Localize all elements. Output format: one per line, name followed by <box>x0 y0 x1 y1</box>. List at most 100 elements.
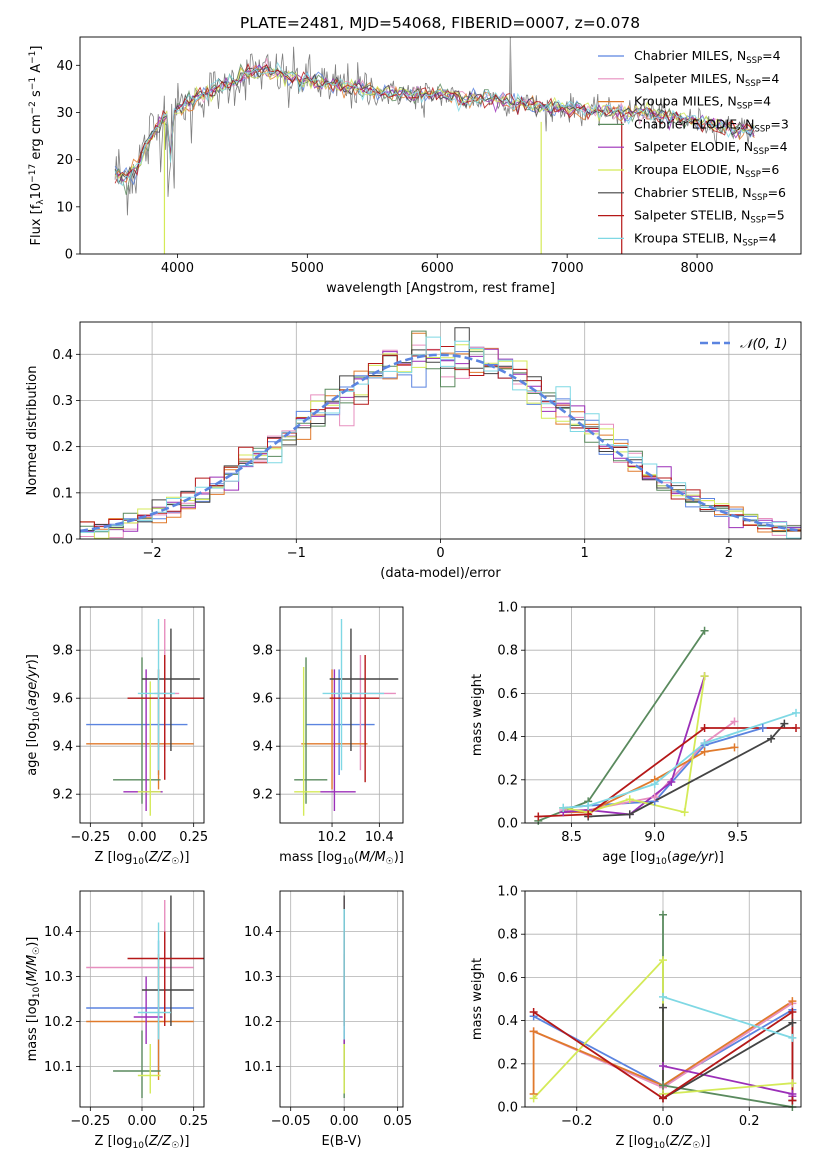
weight-marker <box>659 1061 667 1070</box>
weight-marker <box>529 1027 538 1036</box>
weight-marker <box>625 795 634 804</box>
weight-marker <box>559 803 568 812</box>
y-tick-label: 0.0 <box>497 817 518 832</box>
weight-marker <box>650 793 659 802</box>
residuals-panel: −2 −1 0 1 2 0.0 0.1 0.2 0.3 0.4 (data-model)/error… <box>25 321 802 581</box>
legend-label: 𝒩(0, 1) <box>740 337 787 352</box>
weight-marker <box>788 1033 797 1042</box>
weight-marker <box>529 1007 538 1016</box>
weight-marker <box>700 723 709 732</box>
weight-series-line <box>662 914 793 1107</box>
weight-marker <box>659 1003 667 1012</box>
weight-marker <box>584 801 593 810</box>
axes-frame <box>79 606 205 824</box>
y-tick-label: 10.2 <box>44 1015 73 1030</box>
x-tick-label: −1 <box>287 546 306 561</box>
spectrum-legend: Chabrier MILES, NSSP=4 Salpeter MILES, NS… <box>598 48 789 248</box>
y-tick-label: 0.2 <box>52 440 73 455</box>
y-axis-label: mass weight <box>470 674 485 756</box>
weight-marker <box>659 910 667 919</box>
weight-marker <box>700 739 709 748</box>
weight-marker <box>788 997 797 1006</box>
x-tick-label: 0.25 <box>179 1114 208 1129</box>
model-spectrum-line <box>114 63 755 185</box>
legend-label: Salpeter ELODIE, NSSP=4 <box>634 139 788 157</box>
weight-marker <box>788 1079 797 1088</box>
weight-marker <box>534 812 543 821</box>
weight-marker <box>529 1094 538 1103</box>
y-tick-label: 10.1 <box>244 1060 273 1075</box>
y-tick-label: 9.8 <box>252 644 273 659</box>
weight-series-line <box>533 1010 794 1101</box>
y-tick-label: 9.4 <box>252 740 273 755</box>
z-mass-panel: −0.25 0.00 0.25 10.1 10.2 10.3 10.4 Z [log10(Z/… <box>25 890 208 1151</box>
x-tick-label: 0.00 <box>330 1114 359 1129</box>
y-tick-label: 10.1 <box>44 1060 73 1075</box>
x-axis-label: Z [log10(Z/Z☉)] <box>616 1134 711 1151</box>
z-age-panel: −0.25 0.00 0.25 9.2 9.4 9.6 9.8 Z [log10(Z/Z☉)]… <box>25 606 208 867</box>
weight-marker <box>788 1096 797 1105</box>
y-tick-label: 10.4 <box>44 925 73 940</box>
plot-area <box>114 37 755 254</box>
weight-marker <box>767 734 776 743</box>
x-axis-label: E(B-V) <box>321 1134 361 1149</box>
axes-frame <box>279 606 404 824</box>
y-tick-label: 0.6 <box>497 971 518 986</box>
y-axis-label: Flux [fλ10−17 erg cm−2 s−1 A−1] <box>28 46 46 246</box>
weight-marker <box>788 1018 797 1027</box>
y-tick-label: 9.8 <box>52 644 73 659</box>
x-tick-label: 6000 <box>421 261 454 276</box>
y-tick-label: 0.1 <box>52 486 73 501</box>
x-tick-label: −0.25 <box>70 830 110 845</box>
weight-marker <box>650 780 659 789</box>
z-weight-panel: −0.2 0.0 0.2 0.0 0.2 0.4 0.6 0.8 1.0 Z [log10(Z/Z… <box>470 885 802 1151</box>
y-tick-label: 1.0 <box>497 601 518 616</box>
spectrum-panel: 4000 5000 6000 7000 8000 0 10 20 30 40 wavelength … <box>28 36 802 296</box>
legend-label: Salpeter STELIB, NSSP=5 <box>634 208 785 226</box>
plot-area <box>537 630 797 822</box>
y-axis-label: mass weight <box>470 958 485 1040</box>
weight-marker <box>780 719 789 728</box>
x-tick-label: 0 <box>436 546 444 561</box>
y-axis-label: mass [log10(M/M☉)] <box>25 937 42 1062</box>
x-tick-label: 0.2 <box>739 1114 760 1129</box>
weight-marker <box>584 810 593 819</box>
y-tick-label: 10 <box>56 200 73 215</box>
x-tick-label: −0.25 <box>70 1114 110 1129</box>
y-tick-label: 9.6 <box>52 692 73 707</box>
x-tick-label: 10.4 <box>365 830 394 845</box>
x-tick-label: 9.5 <box>727 830 748 845</box>
x-tick-label: 10.2 <box>318 830 347 845</box>
x-tick-label: 2 <box>725 546 733 561</box>
y-tick-label: 0.2 <box>497 773 518 788</box>
weight-marker <box>659 1094 667 1103</box>
plot-area <box>86 895 204 1098</box>
axes-frame <box>279 890 404 1108</box>
y-tick-label: 0 <box>65 248 73 263</box>
weight-series-line <box>532 1000 793 1094</box>
x-tick-label: 4000 <box>161 261 194 276</box>
weight-series-line <box>662 995 793 1039</box>
weight-series-line <box>537 630 706 822</box>
x-axis-label: (data-model)/error <box>380 566 501 581</box>
weight-marker <box>700 747 709 756</box>
x-tick-label: 7000 <box>551 261 584 276</box>
legend-label: Chabrier STELIB, NSSP=6 <box>634 185 786 203</box>
weight-series-line <box>588 723 786 818</box>
x-tick-label: 0.00 <box>128 1114 157 1129</box>
y-tick-label: 20 <box>56 153 73 168</box>
y-tick-label: 0.0 <box>52 533 73 548</box>
ebv-mass-panel: −0.05 0.00 0.05 10.1 10.2 10.3 10.4 E(B-V) <box>244 890 412 1149</box>
weight-marker <box>730 717 739 726</box>
y-tick-label: 9.2 <box>52 788 73 803</box>
x-tick-label: 8000 <box>681 261 714 276</box>
plot-area <box>80 327 801 539</box>
weight-marker <box>680 808 689 817</box>
plot-area <box>294 619 399 816</box>
weight-marker <box>659 956 667 965</box>
y-tick-label: 0.2 <box>497 1057 518 1072</box>
weight-series-line <box>563 720 736 811</box>
axes-frame <box>524 890 802 1108</box>
x-tick-label: 0.0 <box>653 1114 674 1129</box>
